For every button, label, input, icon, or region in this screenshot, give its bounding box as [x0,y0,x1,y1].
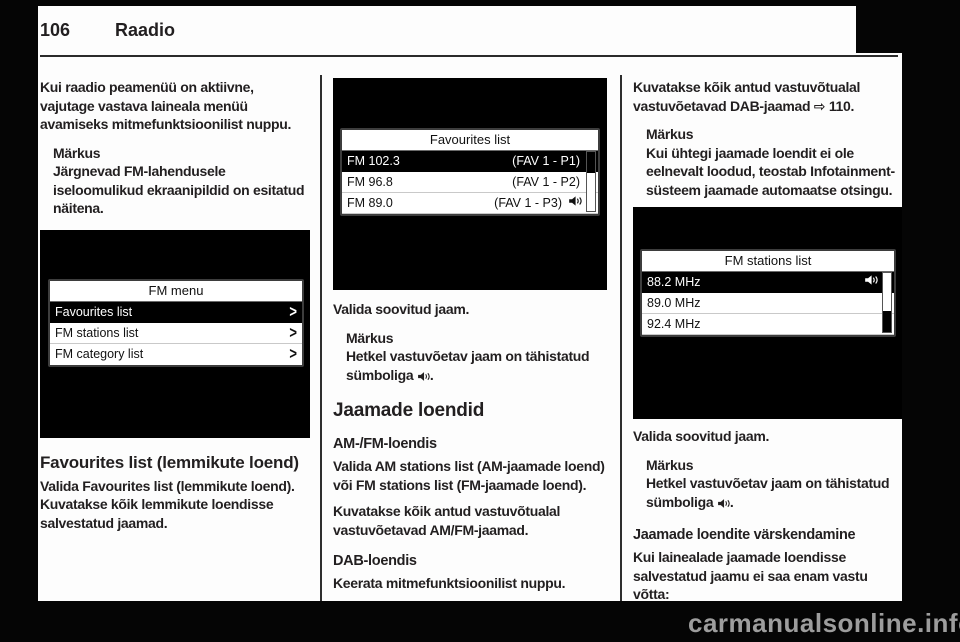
scan-corner-artifact [856,6,902,53]
chevron-right-icon: > [289,343,297,363]
fm-menu-screenshot: FM menu Favourites list > FM stations li… [40,229,310,438]
subheading-dab-list: DAB-loendis [333,553,417,569]
scrollbar[interactable] [882,272,892,333]
station-frequency: FM 102.3 [347,154,400,168]
body-paragraph: Kuvatakse kõik antud vastuvõtualal vastu… [333,503,561,538]
intro-paragraph: Kui raadio peamenüü on aktiivne, vajutag… [40,79,292,132]
body-paragraph: Valida AM stations list (AM-jaamade loen… [333,458,605,493]
section-heading-station-lists: Jaamade loendid [333,400,485,421]
note-text: Kui ühtegi jaamade loendit ei ole eelnev… [646,144,895,198]
scrollbar[interactable] [586,151,596,212]
speaker-icon [417,368,430,387]
fm-stations-list-panel: FM stations list 88.2 MHz 89.0 MHz 92.4 … [640,249,896,337]
favourites-list-panel: Favourites list FM 102.3 (FAV 1 - P1) FM… [340,128,600,216]
body-paragraph: Valida Favourites list (lemmikute loend)… [40,477,295,531]
station-frequency: 89.0 MHz [647,296,701,310]
header-rule [40,55,898,57]
fm-menu-title: FM menu [50,281,302,302]
favourite-station-row[interactable]: FM 96.8 (FAV 1 - P2) [342,172,598,193]
section-heading-favourites: Favourites list (lemmikute loend) [40,452,299,472]
page-title: Raadio [115,20,176,40]
body-paragraph: Keerata mitmefunktsioonilist nuppu. [333,575,566,591]
column-1: Kui raadio peamenüü on aktiivne, vajutag… [40,70,310,532]
select-station-text: Valida soovitud jaam. [633,428,770,444]
station-row[interactable]: 89.0 MHz [642,293,894,314]
menu-item-fm-category-list[interactable]: FM category list > [50,344,302,364]
favourite-station-row[interactable]: FM 102.3 (FAV 1 - P1) [342,151,598,172]
column-divider [620,75,622,601]
note-label: Märkus [53,144,101,161]
page-number: 106 [40,20,71,40]
column-3: Kuvatakse kõik antud vastuvõtualal vastu… [633,70,902,601]
favourites-list-title: Favourites list [342,130,598,151]
note-text: Hetkel vastuvõetav jaam on tähistatud sü… [646,474,901,513]
scrollbar-thumb[interactable] [883,310,891,332]
page-reference: ⇨ 110. [813,97,855,114]
speaker-icon [864,272,878,292]
menu-item-favourites-list[interactable]: Favourites list > [50,301,302,323]
note-label: Märkus [646,126,694,142]
station-row[interactable]: 88.2 MHz [642,272,894,293]
station-frequency: FM 89.0 [347,196,393,210]
station-row[interactable]: 92.4 MHz [642,314,894,335]
note-block: Märkus Hetkel vastuvõetav jaam on tähist… [633,456,901,514]
favourite-slot-label: (FAV 1 - P1) [512,154,580,168]
chevron-right-icon: > [289,301,297,321]
menu-item-label: FM category list [55,346,144,361]
manual-page: 106 Raadio Kui raadio peamenüü on aktiiv… [38,6,902,601]
speaker-icon [568,193,582,213]
favourites-list-screenshot: Favourites list FM 102.3 (FAV 1 - P1) FM… [333,78,607,290]
note-text: Järgnevad FM-lahendusele iseloomulikud e… [53,163,305,216]
note-label: Märkus [346,329,394,346]
fm-stations-list-title: FM stations list [642,251,894,272]
watermark: carmanualsonline.info [688,608,960,638]
station-frequency: 92.4 MHz [647,317,701,331]
favourite-slot-label: (FAV 1 - P2) [512,175,580,189]
note-block: Märkus Kui ühtegi jaamade loendit ei ole… [633,125,901,199]
column-2: Favourites list FM 102.3 (FAV 1 - P1) FM… [333,70,607,593]
fm-menu-panel: FM menu Favourites list > FM stations li… [48,278,304,367]
favourite-station-row[interactable]: FM 89.0 (FAV 1 - P3) [342,193,598,214]
menu-item-label: Favourites list [55,304,133,319]
column-divider [320,75,322,601]
body-paragraph: Kuvatakse kõik antud vastuvõtualal vastu… [633,79,861,114]
menu-item-label: FM stations list [55,325,139,340]
note-text: Hetkel vastuvõetav jaam on tähistatud sü… [346,347,607,386]
favourite-slot-label: (FAV 1 - P3) [494,196,562,210]
note-block: Märkus Järgnevad FM-lahendusele iseloomu… [40,144,308,218]
speaker-icon [717,495,730,514]
body-paragraph: Kui lainealade jaamade loendisse salvest… [633,549,868,601]
select-station-text: Valida soovitud jaam. [333,301,470,317]
menu-item-fm-stations-list[interactable]: FM stations list > [50,323,302,344]
subheading-updating-station-lists: Jaamade loendite värskendamine [633,527,856,543]
fm-stations-list-screenshot: FM stations list 88.2 MHz 89.0 MHz 92.4 … [633,207,902,419]
scrollbar-thumb[interactable] [587,152,595,174]
note-label: Märkus [646,456,694,473]
note-block: Märkus Hetkel vastuvõetav jaam on tähist… [333,329,607,387]
subheading-am-fm-list: AM-/FM-loendis [333,436,437,452]
station-frequency: 88.2 MHz [647,275,701,289]
chevron-right-icon: > [289,322,297,342]
station-frequency: FM 96.8 [347,175,393,189]
